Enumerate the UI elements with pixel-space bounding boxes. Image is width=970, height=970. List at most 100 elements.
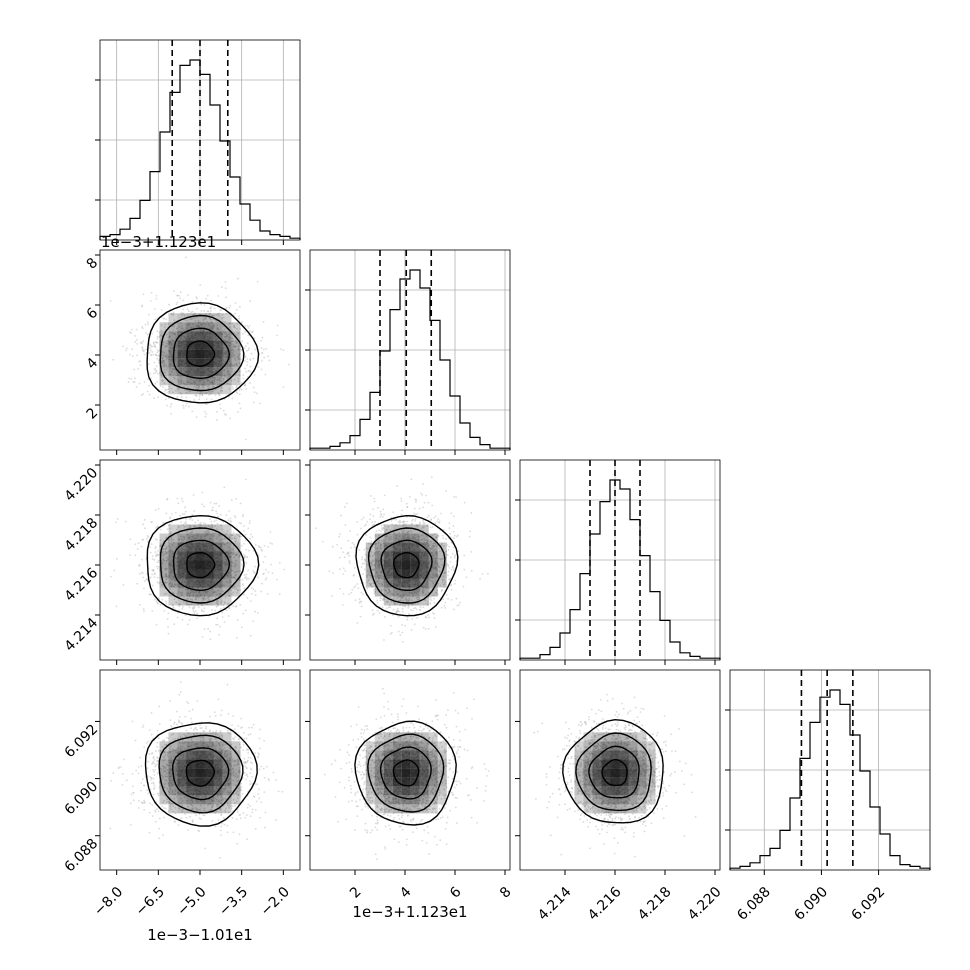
sample-point (246, 349, 248, 352)
sample-point (219, 625, 221, 628)
sample-point (230, 362, 233, 365)
sample-point (239, 603, 242, 606)
sample-point (215, 519, 218, 522)
sample-point (423, 525, 425, 528)
sample-point (227, 373, 229, 376)
sample-point (195, 534, 198, 537)
sample-point (423, 537, 426, 540)
sample-point (235, 497, 237, 500)
sample-point (167, 388, 170, 391)
sample-point (248, 324, 251, 327)
sample-point (376, 602, 379, 604)
sample-point (407, 599, 410, 601)
sample-point (162, 554, 164, 557)
sample-point (158, 581, 161, 584)
sample-point (200, 535, 203, 538)
sample-point (254, 610, 256, 613)
density-cell (195, 358, 205, 368)
sample-point (237, 380, 240, 382)
sample-point (431, 540, 433, 542)
sample-point (371, 555, 374, 557)
sample-point (199, 379, 201, 382)
sample-point (216, 617, 219, 620)
sample-point (222, 377, 225, 380)
sample-point (128, 377, 131, 380)
sample-point (403, 520, 406, 523)
sample-point (227, 519, 230, 522)
sample-point (217, 393, 220, 396)
y-tick-label: 4.218 (62, 515, 102, 555)
sample-point (245, 561, 248, 564)
sample-point (137, 368, 139, 370)
sample-point (259, 402, 261, 405)
sample-point (443, 604, 446, 607)
density-cell (168, 358, 178, 368)
sample-point (175, 389, 177, 392)
sample-point (241, 583, 244, 585)
sample-point (450, 598, 453, 601)
sample-point (213, 382, 216, 385)
sample-point (247, 348, 250, 351)
sample-point (408, 613, 410, 615)
sample-point (186, 603, 188, 606)
sample-point (233, 577, 236, 580)
sample-point (183, 538, 186, 540)
sample-point (432, 576, 434, 579)
sample-point (220, 602, 223, 604)
sample-point (377, 576, 380, 579)
density-cell (204, 578, 214, 588)
sample-point (348, 560, 351, 563)
sample-point (252, 620, 255, 623)
sample-point (230, 574, 232, 577)
sample-point (422, 526, 425, 529)
sample-point (209, 638, 212, 641)
sample-point (427, 627, 430, 630)
sample-point (405, 502, 408, 505)
sample-point (206, 592, 208, 595)
sample-point (165, 559, 168, 562)
sample-point (176, 378, 179, 381)
sample-point (159, 528, 162, 531)
sample-point (226, 831, 229, 834)
density-cell (392, 578, 402, 588)
density-cell (213, 313, 223, 323)
sample-point (163, 609, 166, 612)
sample-point (167, 626, 170, 629)
sample-point (155, 365, 158, 368)
sample-point (392, 608, 395, 611)
sample-point (347, 552, 350, 554)
sample-point (226, 376, 229, 379)
sample-point (384, 589, 387, 592)
sample-point (150, 291, 153, 294)
sample-point (366, 581, 369, 584)
sample-point (172, 328, 175, 331)
sample-point (205, 412, 208, 415)
sample-point (187, 741, 190, 744)
sample-point (239, 358, 242, 361)
sample-point (176, 497, 179, 500)
sample-point (195, 416, 198, 419)
sample-point (232, 605, 235, 608)
sample-point (362, 593, 364, 596)
sample-point (135, 385, 138, 388)
sample-point (185, 602, 188, 605)
sample-point (436, 589, 439, 592)
sample-point (227, 574, 229, 577)
sample-point (416, 590, 419, 593)
density-cell (365, 578, 375, 588)
sample-point (161, 583, 164, 586)
sample-point (191, 538, 194, 541)
density-cell (195, 385, 205, 395)
sample-point (165, 318, 168, 321)
sample-point (401, 604, 404, 607)
sample-point (199, 593, 202, 596)
sample-point (136, 582, 139, 585)
sample-point (417, 535, 420, 538)
sample-point (253, 337, 256, 340)
sample-point (207, 524, 210, 527)
sample-point (175, 601, 178, 604)
sample-point (373, 500, 376, 503)
sample-point (409, 529, 412, 532)
sample-point (391, 523, 394, 526)
sample-point (432, 573, 435, 576)
